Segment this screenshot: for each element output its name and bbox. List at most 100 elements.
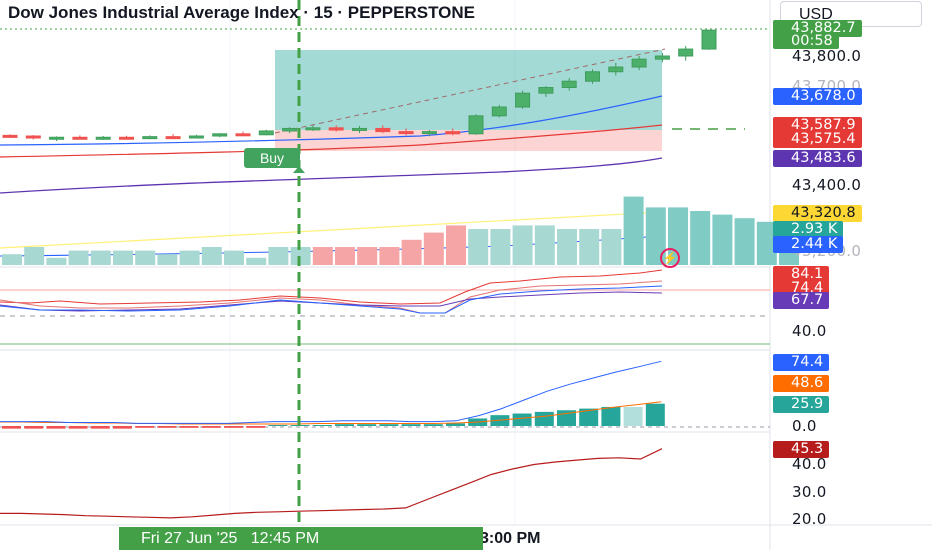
volume-bar xyxy=(90,250,111,265)
candle xyxy=(561,80,577,88)
macd-histogram-bar xyxy=(423,424,443,426)
macd-histogram-bar xyxy=(623,406,643,426)
macd-histogram-bar xyxy=(24,426,44,429)
volume-bar xyxy=(734,218,755,265)
volume-bar xyxy=(246,257,267,265)
candle xyxy=(328,127,344,131)
macd-histogram-bar xyxy=(179,426,199,428)
volume-bar xyxy=(690,211,711,265)
candle xyxy=(585,71,600,82)
candle xyxy=(49,136,65,140)
volume-bar xyxy=(401,239,422,265)
macd-histogram-bar xyxy=(268,425,288,426)
time-axis-tick: 3:00 PM xyxy=(480,530,541,547)
volume-bar xyxy=(46,257,67,265)
rsi-tag: 67.7 xyxy=(773,292,830,309)
volume-bar xyxy=(68,250,89,265)
macd-histogram-bar xyxy=(357,424,377,426)
candle xyxy=(212,133,228,137)
price-axis-label: 43,400.0 xyxy=(792,176,862,194)
macd-line xyxy=(0,360,662,424)
candle xyxy=(119,136,134,140)
macd-histogram-bar xyxy=(512,413,532,426)
ema-fast-line xyxy=(0,95,663,146)
countdown-tag: 00:58 xyxy=(773,34,839,49)
volume-bar xyxy=(268,247,289,265)
candle xyxy=(515,92,531,108)
adx-axis-label: 30.0 xyxy=(792,483,827,501)
candle xyxy=(305,127,321,131)
volume-bar xyxy=(601,229,622,265)
volume-bar xyxy=(712,214,733,265)
volume-bar xyxy=(290,247,311,265)
volume-bar xyxy=(557,229,577,265)
volume-bar xyxy=(379,247,400,265)
macd-histogram-bar xyxy=(534,411,554,426)
candle xyxy=(631,58,647,68)
candle xyxy=(491,106,507,117)
volume-bar xyxy=(579,229,600,265)
trend-line xyxy=(274,48,666,134)
ema-fast-tag: 43,678.0 xyxy=(773,88,862,105)
buy-marker-arrow xyxy=(293,166,305,173)
candle xyxy=(25,135,41,139)
rsi-tag: 84.1 xyxy=(773,266,830,283)
volume-bar xyxy=(157,254,178,265)
volume-bar xyxy=(179,250,200,265)
candle xyxy=(165,136,181,140)
volume-bar xyxy=(446,225,466,265)
candle xyxy=(701,29,717,50)
volume-bar xyxy=(512,225,533,265)
candle xyxy=(258,130,274,136)
buy-label[interactable]: Buy xyxy=(244,148,300,168)
rsi-line-1 xyxy=(0,269,663,305)
macd-histogram-bar xyxy=(224,426,243,428)
volume-bar xyxy=(201,247,222,265)
candle xyxy=(538,87,554,94)
volume-bar xyxy=(756,221,777,265)
candle xyxy=(282,127,298,132)
volume-bar xyxy=(645,207,666,265)
macd-histogram-bar xyxy=(90,426,110,429)
volume-bar xyxy=(312,247,333,265)
volume-bar xyxy=(623,196,644,265)
macd-histogram-bar xyxy=(312,425,332,426)
candle xyxy=(375,127,391,133)
macd-histogram-bar xyxy=(446,423,465,426)
adx-axis-label: 40.0 xyxy=(792,455,827,473)
candle xyxy=(398,131,414,135)
volume-avg-tag: 2.44 K xyxy=(773,236,844,253)
candle xyxy=(445,131,461,135)
rsi-axis-label: 40.0 xyxy=(792,322,827,340)
volume-bar xyxy=(2,254,22,265)
volume-bar xyxy=(24,247,45,265)
volume-bar xyxy=(335,247,355,265)
candle xyxy=(95,136,111,140)
rsi-line-2 xyxy=(0,280,663,314)
macd-histogram-bar xyxy=(401,424,421,426)
volume-ma-tag: 43,320.8 xyxy=(773,205,862,222)
macd-axis-label: 0.0 xyxy=(792,417,817,435)
adx-line xyxy=(0,448,663,519)
rsi-line-4 xyxy=(0,285,663,314)
volume-bar xyxy=(490,229,511,265)
volume-bar xyxy=(224,250,244,265)
macd-histogram-bar xyxy=(246,426,266,428)
candle xyxy=(421,131,437,135)
candle xyxy=(2,134,18,138)
volume-bar xyxy=(423,232,444,265)
macd-histogram-bar xyxy=(579,408,599,426)
ema-long-line xyxy=(0,157,663,194)
macd-tag: 25.9 xyxy=(773,396,830,413)
adx-tag: 45.3 xyxy=(773,441,830,458)
candle xyxy=(608,66,624,73)
macd-tag: 74.4 xyxy=(773,354,830,371)
lightning-icon[interactable]: ⚡ xyxy=(660,248,680,268)
macd-histogram-bar xyxy=(201,426,221,428)
macd-histogram-bar xyxy=(379,424,399,426)
macd-histogram-bar xyxy=(157,426,177,428)
macd-histogram-bar xyxy=(2,426,21,429)
macd-histogram-bar xyxy=(335,424,354,426)
last-price-tag: 43,882.7 xyxy=(773,20,862,37)
